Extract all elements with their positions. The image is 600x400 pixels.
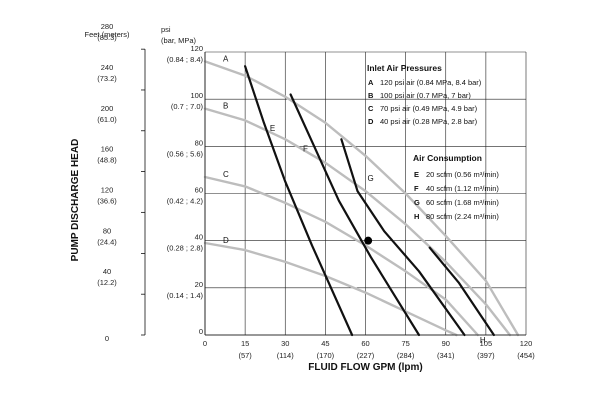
psi-tick-label: 120 <box>190 44 203 53</box>
feet-tick-label: 160 <box>101 145 114 154</box>
feet-tick-sublabel: (12.2) <box>97 278 117 287</box>
pressure-curve-label-c: C <box>223 170 229 179</box>
psi-tick-label: 100 <box>190 91 203 100</box>
legend-pressure-letter-d: D <box>368 117 374 126</box>
legend-consumption-text-e: 20 scfm (0.56 m³/min) <box>426 170 499 179</box>
feet-tick-sublabel: (85.3) <box>97 33 117 42</box>
operating-point <box>364 236 373 245</box>
legend-pressure-text-d: 40 psi air (0.28 MPa, 2.8 bar) <box>380 117 478 126</box>
x-tick-label: 15 <box>241 339 249 348</box>
psi-tick-label: 0 <box>199 327 203 336</box>
pressure-curve-b <box>203 107 512 337</box>
feet-tick-label: 200 <box>101 104 114 113</box>
feet-tick-sublabel: (73.2) <box>97 74 117 83</box>
x-tick-sublabel: (227) <box>357 351 375 360</box>
air-curve-label-g: G <box>367 174 373 183</box>
feet-tick-sublabel: (24.4) <box>97 237 117 246</box>
psi-tick-label: 60 <box>195 186 203 195</box>
feet-axis-title: Feet (meters) <box>84 30 130 39</box>
psi-axis-subtitle: (bar, MPa) <box>161 36 197 45</box>
psi-tick-label: 40 <box>195 233 203 242</box>
axes: 0 15 (57) 30 (114) 45 (170) 60 (227) 75 (284) 90 (34… <box>70 22 535 373</box>
pressure-curve-d <box>203 241 458 337</box>
legend: Inlet Air Pressures A 120 psi air (0.84 MP… <box>367 63 499 221</box>
psi-tick-sublabel: (0.14 ; 1.4) <box>167 291 204 300</box>
psi-tick-sublabel: (0.42 ; 4.2) <box>167 197 204 206</box>
x-tick-sublabel: (114) <box>277 351 294 360</box>
air-curve-f <box>289 93 421 337</box>
legend-pressure-text-c: 70 psi air (0.49 MPa, 4.9 bar) <box>380 104 478 113</box>
psi-tick-sublabel: (0.7 ; 7.0) <box>171 102 204 111</box>
psi-tick-sublabel: (0.56 ; 5.6) <box>167 149 204 158</box>
legend-pressure-letter-a: A <box>368 78 374 87</box>
legend-consumption-letter-f: F <box>414 184 419 193</box>
x-tick-sublabel: (170) <box>317 351 335 360</box>
feet-tick-label: 40 <box>103 267 111 276</box>
x-tick-sublabel: (341) <box>437 351 455 360</box>
x-tick-label: 60 <box>361 339 369 348</box>
psi-tick-sublabel: (0.84 ; 8.4) <box>167 55 204 64</box>
air-curve-g <box>340 138 466 337</box>
x-tick-sublabel: (454) <box>517 351 535 360</box>
psi-tick-label: 20 <box>195 280 203 289</box>
y-axis-title: PUMP DISCHARGE HEAD <box>70 139 81 262</box>
legend-consumption-letter-e: E <box>414 170 419 179</box>
x-tick-label: 30 <box>281 339 289 348</box>
legend-pressure-letter-c: C <box>368 104 374 113</box>
x-tick-sublabel: (284) <box>397 351 415 360</box>
legend-pressure-letter-b: B <box>368 91 374 100</box>
x-tick-label: 75 <box>401 339 409 348</box>
pressure-curve-label-d: D <box>223 236 229 245</box>
feet-tick-label: 120 <box>101 185 114 194</box>
psi-tick-label: 80 <box>195 138 203 147</box>
psi-axis-title: psi <box>161 25 171 34</box>
pressure-curve-c <box>203 175 479 337</box>
psi-tick-sublabel: (0.28 ; 2.8) <box>167 244 204 253</box>
legend-consumption-letter-h: H <box>414 212 419 221</box>
legend-pressures-title: Inlet Air Pressures <box>367 63 442 73</box>
feet-tick-label: 80 <box>103 226 111 235</box>
x-tick-label: 90 <box>442 339 450 348</box>
air-curve-label-h: H <box>480 336 486 345</box>
air-curve-e <box>244 65 354 337</box>
x-tick-sublabel: (397) <box>477 351 495 360</box>
pressure-curve-label-b: B <box>223 102 228 111</box>
feet-tick-sublabel: (36.6) <box>97 196 117 205</box>
legend-consumption-text-g: 60 scfm (1.68 m³/min) <box>426 198 499 207</box>
air-curve-label-f: F <box>303 145 308 154</box>
x-tick-label: 45 <box>321 339 329 348</box>
feet-tick-sublabel: (48.8) <box>97 156 117 165</box>
x-tick-sublabel: (57) <box>238 351 252 360</box>
pressure-curve-label-a: A <box>223 54 229 63</box>
legend-pressure-text-b: 100 psi air (0.7 MPa, 7 bar) <box>380 91 471 100</box>
legend-consumption-text-f: 40 scfm (1.12 m³/min) <box>426 184 499 193</box>
air-curve-label-e: E <box>270 124 275 133</box>
legend-consumption-letter-g: G <box>414 198 420 207</box>
x-tick-label: 120 <box>520 339 533 348</box>
x-tick-label: 105 <box>480 339 493 348</box>
feet-tick-sublabel: (61.0) <box>97 115 117 124</box>
x-tick-label: 0 <box>203 339 207 348</box>
x-axis-title: FLUID FLOW GPM (lpm) <box>308 362 422 373</box>
legend-consumption-text-h: 80 scfm (2.24 m³/min) <box>426 212 499 221</box>
legend-consumption-title: Air Consumption <box>413 153 482 163</box>
air-curve-h <box>428 246 495 337</box>
legend-pressure-text-a: 120 psi air (0.84 MPa, 8.4 bar) <box>380 78 482 87</box>
feet-tick-label: 0 <box>105 334 109 343</box>
feet-tick-label: 280 <box>101 22 114 31</box>
feet-tick-label: 240 <box>101 63 114 72</box>
pressure-curve-a <box>203 60 520 337</box>
